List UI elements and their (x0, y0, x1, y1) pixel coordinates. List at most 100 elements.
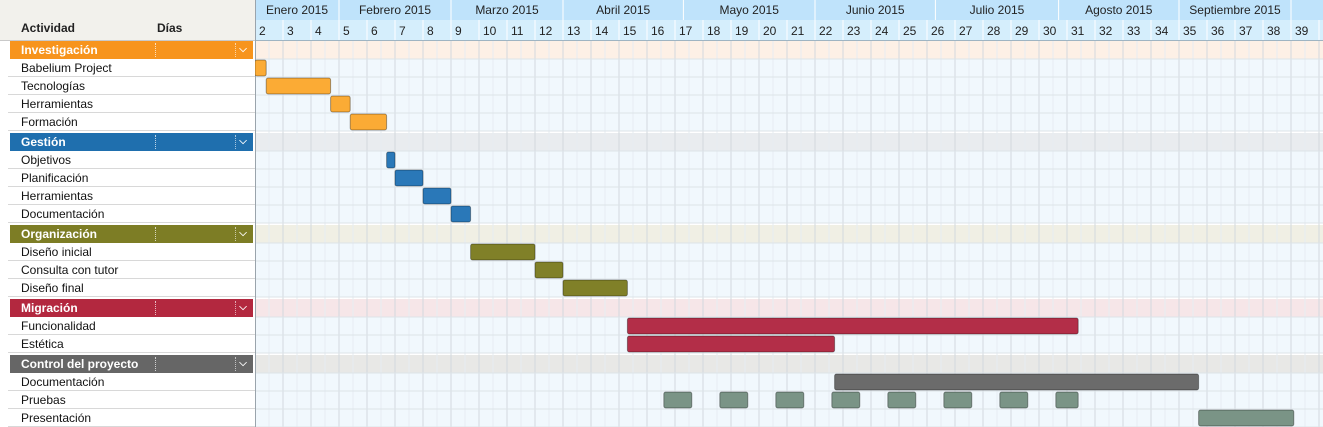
week-label: 3 (287, 24, 294, 38)
row-divider (8, 112, 255, 113)
task-row-bg (255, 243, 1323, 261)
week-label: 25 (903, 24, 917, 38)
task-bar[interactable] (719, 391, 749, 409)
task-label: Presentación (21, 411, 92, 425)
task-label: Consulta con tutor (21, 263, 119, 277)
task-bar[interactable] (255, 59, 267, 77)
task-bar[interactable] (834, 373, 1200, 391)
week-header-bg (255, 20, 1323, 41)
group-row-bg (255, 225, 1323, 243)
week-label: 27 (959, 24, 973, 38)
week-label: 29 (1015, 24, 1029, 38)
week-label: 31 (1071, 24, 1085, 38)
row-divider (8, 278, 255, 279)
group-header[interactable]: Migración ⌵ (10, 299, 253, 317)
task-bar[interactable] (470, 243, 536, 261)
row-divider (8, 130, 255, 131)
group-label: Gestión (21, 135, 66, 149)
month-label: Enero 2015 (266, 3, 328, 17)
row-divider (8, 260, 255, 261)
row-divider (8, 168, 255, 169)
week-label: 8 (427, 24, 434, 38)
activity-panel: Actividad Días Investigación ⌵ Babelium Pr… (0, 0, 255, 427)
chevron-down-icon[interactable]: ⌵ (235, 43, 250, 57)
task-row-bg (255, 77, 1323, 95)
row-divider (8, 408, 255, 409)
week-label: 26 (931, 24, 945, 38)
row-divider (8, 204, 255, 205)
week-label: 23 (847, 24, 861, 38)
task-bar[interactable] (626, 335, 836, 353)
task-label: Babelium Project (21, 61, 112, 75)
week-label: 6 (371, 24, 378, 38)
task-bar[interactable] (349, 113, 388, 131)
week-label: 2 (259, 24, 266, 38)
task-bar[interactable] (450, 205, 472, 223)
group-header[interactable]: Control del proyecto ⌵ (10, 355, 253, 373)
group-header[interactable]: Organización ⌵ (10, 225, 253, 243)
week-label: 16 (651, 24, 665, 38)
chevron-down-icon[interactable]: ⌵ (235, 135, 250, 149)
days-column-header: Días (157, 21, 183, 35)
task-label: Herramientas (21, 97, 94, 111)
task-bar[interactable] (887, 391, 917, 409)
group-row-bg (255, 41, 1323, 59)
task-bar[interactable] (394, 169, 424, 187)
task-bar[interactable] (422, 187, 452, 205)
task-bar[interactable] (626, 317, 1079, 335)
group-divider (155, 43, 156, 57)
group-header[interactable]: Gestión ⌵ (10, 133, 253, 151)
task-bar[interactable] (386, 151, 396, 169)
month-label: Febrero 2015 (359, 3, 431, 17)
week-label: 13 (567, 24, 581, 38)
week-label: 39 (1295, 24, 1309, 38)
week-label: 32 (1099, 24, 1113, 38)
month-label: Junio 2015 (846, 3, 905, 17)
timeline-svg: Enero 2015 Febrero 2015 Marzo 2015 Abril 20… (255, 0, 1323, 427)
week-label: 28 (987, 24, 1001, 38)
task-row-bg (255, 205, 1323, 223)
task-bar[interactable] (562, 279, 628, 297)
month-label: Mayo 2015 (720, 3, 780, 17)
task-bar[interactable] (775, 391, 805, 409)
task-bar[interactable] (663, 391, 693, 409)
group-divider (155, 301, 156, 315)
task-label: Documentación (21, 375, 105, 389)
week-label: 9 (455, 24, 462, 38)
task-bar[interactable] (534, 261, 564, 279)
week-label: 24 (875, 24, 889, 38)
chevron-down-icon[interactable]: ⌵ (235, 227, 250, 241)
task-label: Formación (21, 115, 78, 129)
row-divider (8, 334, 255, 335)
month-label: Abril 2015 (596, 3, 650, 17)
row-divider (8, 352, 255, 353)
month-header-bg (255, 0, 1323, 20)
task-row-bg (255, 409, 1323, 427)
task-bar[interactable] (1198, 409, 1295, 427)
month-label: Marzo 2015 (475, 3, 539, 17)
group-row-bg (255, 133, 1323, 151)
task-bar[interactable] (999, 391, 1029, 409)
task-row-bg (255, 95, 1323, 113)
task-label: Diseño final (21, 281, 84, 295)
task-label: Documentación (21, 207, 105, 221)
chevron-down-icon[interactable]: ⌵ (235, 301, 250, 315)
week-label: 4 (315, 24, 322, 38)
chevron-down-icon[interactable]: ⌵ (235, 357, 250, 371)
week-label: 36 (1211, 24, 1225, 38)
week-label: 21 (791, 24, 805, 38)
task-label: Planificación (21, 171, 89, 185)
task-bar[interactable] (265, 77, 332, 95)
task-bar[interactable] (330, 95, 351, 113)
week-label: 20 (763, 24, 777, 38)
task-bar[interactable] (831, 391, 861, 409)
task-bar[interactable] (943, 391, 973, 409)
group-header[interactable]: Investigación ⌵ (10, 41, 253, 59)
activity-panel-header: Actividad Días (0, 0, 255, 41)
week-label: 22 (819, 24, 833, 38)
week-label: 5 (343, 24, 350, 38)
task-bar[interactable] (1055, 391, 1079, 409)
week-label: 7 (399, 24, 406, 38)
group-label: Organización (21, 227, 98, 241)
